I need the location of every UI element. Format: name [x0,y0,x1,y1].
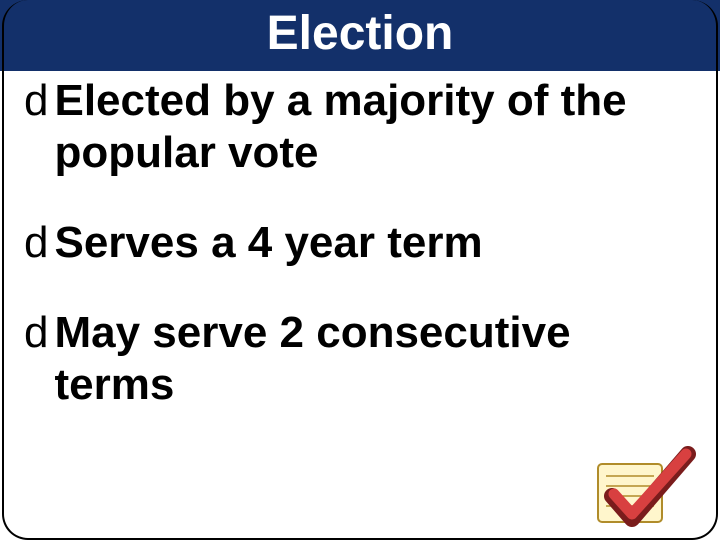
slide-title: Election [267,7,454,60]
checkmark-icon [588,444,698,534]
bullet-item: d Serves a 4 year term [24,217,696,269]
bullet-item: d Elected by a majority of the popular v… [24,75,696,179]
bullet-text: May serve 2 consecutive terms [54,307,696,411]
bullet-glyph-icon: d [24,307,48,359]
bullet-glyph-icon: d [24,75,48,127]
bullet-text: Elected by a majority of the popular vot… [54,75,696,179]
title-bar: Election [0,0,720,71]
slide-content: d Elected by a majority of the popular v… [0,71,720,411]
bullet-text: Serves a 4 year term [54,217,482,269]
bullet-item: d May serve 2 consecutive terms [24,307,696,411]
bullet-glyph-icon: d [24,217,48,269]
